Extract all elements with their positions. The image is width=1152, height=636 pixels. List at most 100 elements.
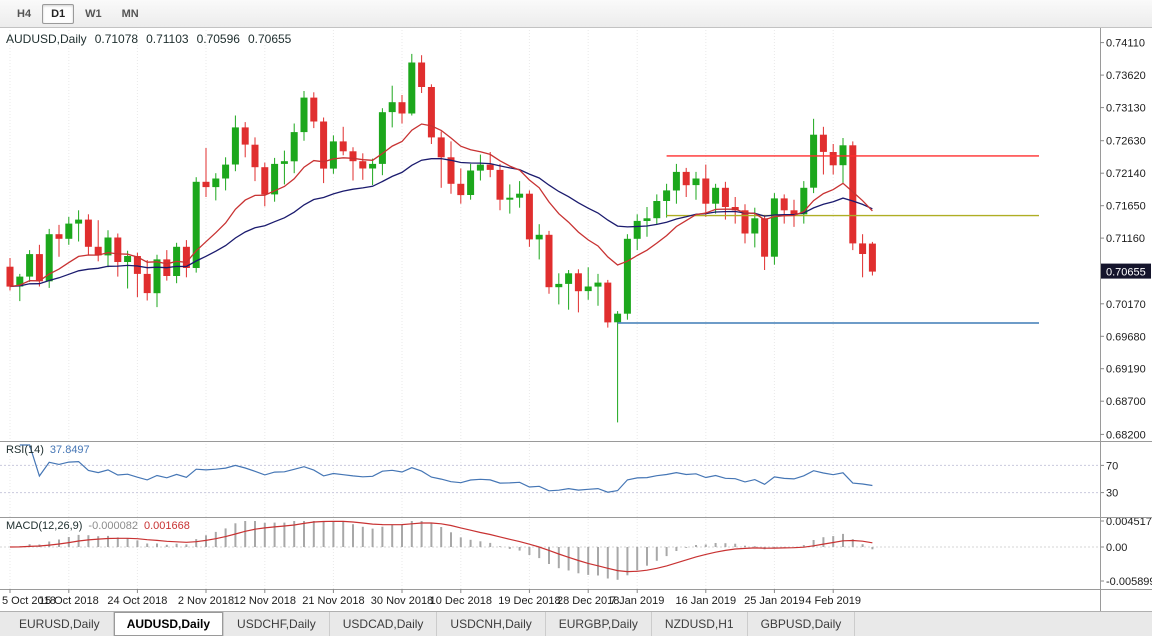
x-axis-label: 16 Jan 2019 <box>676 595 737 607</box>
candle-body <box>124 256 132 262</box>
candle-body <box>378 112 386 164</box>
chart-tabs-bar: EURUSD,Daily AUDUSD,Daily USDCHF,Daily U… <box>0 611 1152 636</box>
candle-body <box>849 145 857 244</box>
candle-body <box>133 256 141 274</box>
price-axis-label: 0.72140 <box>1106 168 1146 180</box>
candle-body <box>26 254 34 277</box>
x-axis-label: 21 Nov 2018 <box>302 595 364 607</box>
candle-body <box>231 127 239 165</box>
candle-body <box>535 234 543 240</box>
candle-body <box>516 193 524 198</box>
candle-body <box>770 198 778 257</box>
period-button-mn[interactable]: MN <box>113 4 148 24</box>
period-button-w1[interactable]: W1 <box>76 4 111 24</box>
tab-label: GBPUSD,Daily <box>760 617 842 631</box>
candle-body <box>672 171 680 191</box>
x-axis-label: 15 Oct 2018 <box>39 595 99 607</box>
candle-body <box>692 178 700 186</box>
candle-body <box>761 218 769 257</box>
macd-axis-label: -0.005899 <box>1106 576 1152 588</box>
candle-body <box>84 219 92 247</box>
tab-usdcnh-daily[interactable]: USDCNH,Daily <box>437 612 546 636</box>
candle-body <box>594 282 602 287</box>
rsi-axis-label: 70 <box>1106 460 1118 472</box>
candle-body <box>6 266 14 287</box>
candle-body <box>104 237 112 256</box>
candle-body <box>359 161 367 169</box>
candle-body <box>565 273 573 284</box>
candle-body <box>741 210 749 234</box>
price-axis-label: 0.68200 <box>1106 429 1146 441</box>
candle-body <box>55 234 63 239</box>
tab-label: EURGBP,Daily <box>558 617 638 631</box>
candle-body <box>75 219 83 224</box>
candle-body <box>290 132 298 162</box>
candle-body <box>300 97 308 133</box>
candle-body <box>506 197 514 200</box>
candle-body <box>702 178 710 204</box>
tab-eurgbp-daily[interactable]: EURGBP,Daily <box>546 612 652 636</box>
moving-average-line <box>9 123 873 288</box>
price-axis-label: 0.70170 <box>1106 299 1146 311</box>
chart-canvas[interactable]: 70 30 0.004517 0.00 -0.005899 0.74110 0.73620 0… <box>0 28 1152 611</box>
candle-body <box>623 238 631 314</box>
candle-body <box>310 97 318 122</box>
candle-body <box>261 167 269 195</box>
tab-usdchf-daily[interactable]: USDCHF,Daily <box>224 612 330 636</box>
candle-body <box>16 276 24 287</box>
price-axis-label: 0.69680 <box>1106 331 1146 343</box>
candle-body <box>94 246 102 256</box>
price-axis-label: 0.73620 <box>1106 70 1146 82</box>
candle-body <box>202 181 210 188</box>
candle-body <box>712 187 720 204</box>
moving-average-line <box>9 157 873 288</box>
x-axis-label: 10 Dec 2018 <box>430 595 492 607</box>
tab-gbpusd-daily[interactable]: GBPUSD,Daily <box>748 612 856 636</box>
price-axis-label: 0.68700 <box>1106 396 1146 408</box>
candle-body <box>280 161 288 164</box>
candle-body <box>829 152 837 166</box>
candle-body <box>388 102 396 113</box>
period-button-d1[interactable]: D1 <box>42 3 75 24</box>
candle-body <box>457 183 465 196</box>
tab-usdcad-daily[interactable]: USDCAD,Daily <box>330 612 438 636</box>
candle-body <box>408 62 416 114</box>
chart-area: 70 30 0.004517 0.00 -0.005899 0.74110 0.73620 0… <box>0 28 1152 611</box>
price-axis-label: 0.73130 <box>1106 103 1146 115</box>
x-axis-label: 5 Oct 2018 <box>2 595 56 607</box>
candle-body <box>819 134 827 152</box>
tab-eurusd-daily[interactable]: EURUSD,Daily <box>6 612 114 636</box>
candle-body <box>663 190 671 201</box>
period-button-h4[interactable]: H4 <box>8 4 40 24</box>
x-axis-label: 28 Dec 2018 <box>557 595 619 607</box>
candle-body <box>35 254 43 282</box>
candle-body <box>614 313 622 323</box>
candle-body <box>496 169 504 200</box>
price-axis-label: 0.74110 <box>1106 38 1145 50</box>
candle-body <box>153 259 161 294</box>
candle-body <box>574 273 582 292</box>
timeframe-toolbar: H4 D1 W1 MN <box>0 0 1152 28</box>
candle-body <box>398 102 406 114</box>
tab-nzdusd-h1[interactable]: NZDUSD,H1 <box>652 612 748 636</box>
x-axis-label: 19 Dec 2018 <box>498 595 560 607</box>
candle-body <box>427 87 435 138</box>
candle-body <box>643 218 651 221</box>
x-axis-label: 4 Feb 2019 <box>805 595 861 607</box>
x-axis-label: 30 Nov 2018 <box>371 595 433 607</box>
candle-body <box>682 171 690 186</box>
candle-body <box>212 178 220 188</box>
candle-body <box>633 220 641 239</box>
tab-audusd-daily[interactable]: AUDUSD,Daily <box>113 612 225 636</box>
candle-body <box>45 234 53 282</box>
candle-body <box>182 246 190 268</box>
rsi-line <box>19 444 873 493</box>
current-price-badge-text: 0.70655 <box>1106 267 1146 279</box>
x-axis-label: 24 Oct 2018 <box>107 595 167 607</box>
candle-body <box>868 243 876 272</box>
macd-signal-line <box>9 520 873 573</box>
candle-body <box>486 164 494 170</box>
candle-body <box>751 218 759 234</box>
candle-body <box>65 223 73 239</box>
candle-body <box>271 163 279 195</box>
